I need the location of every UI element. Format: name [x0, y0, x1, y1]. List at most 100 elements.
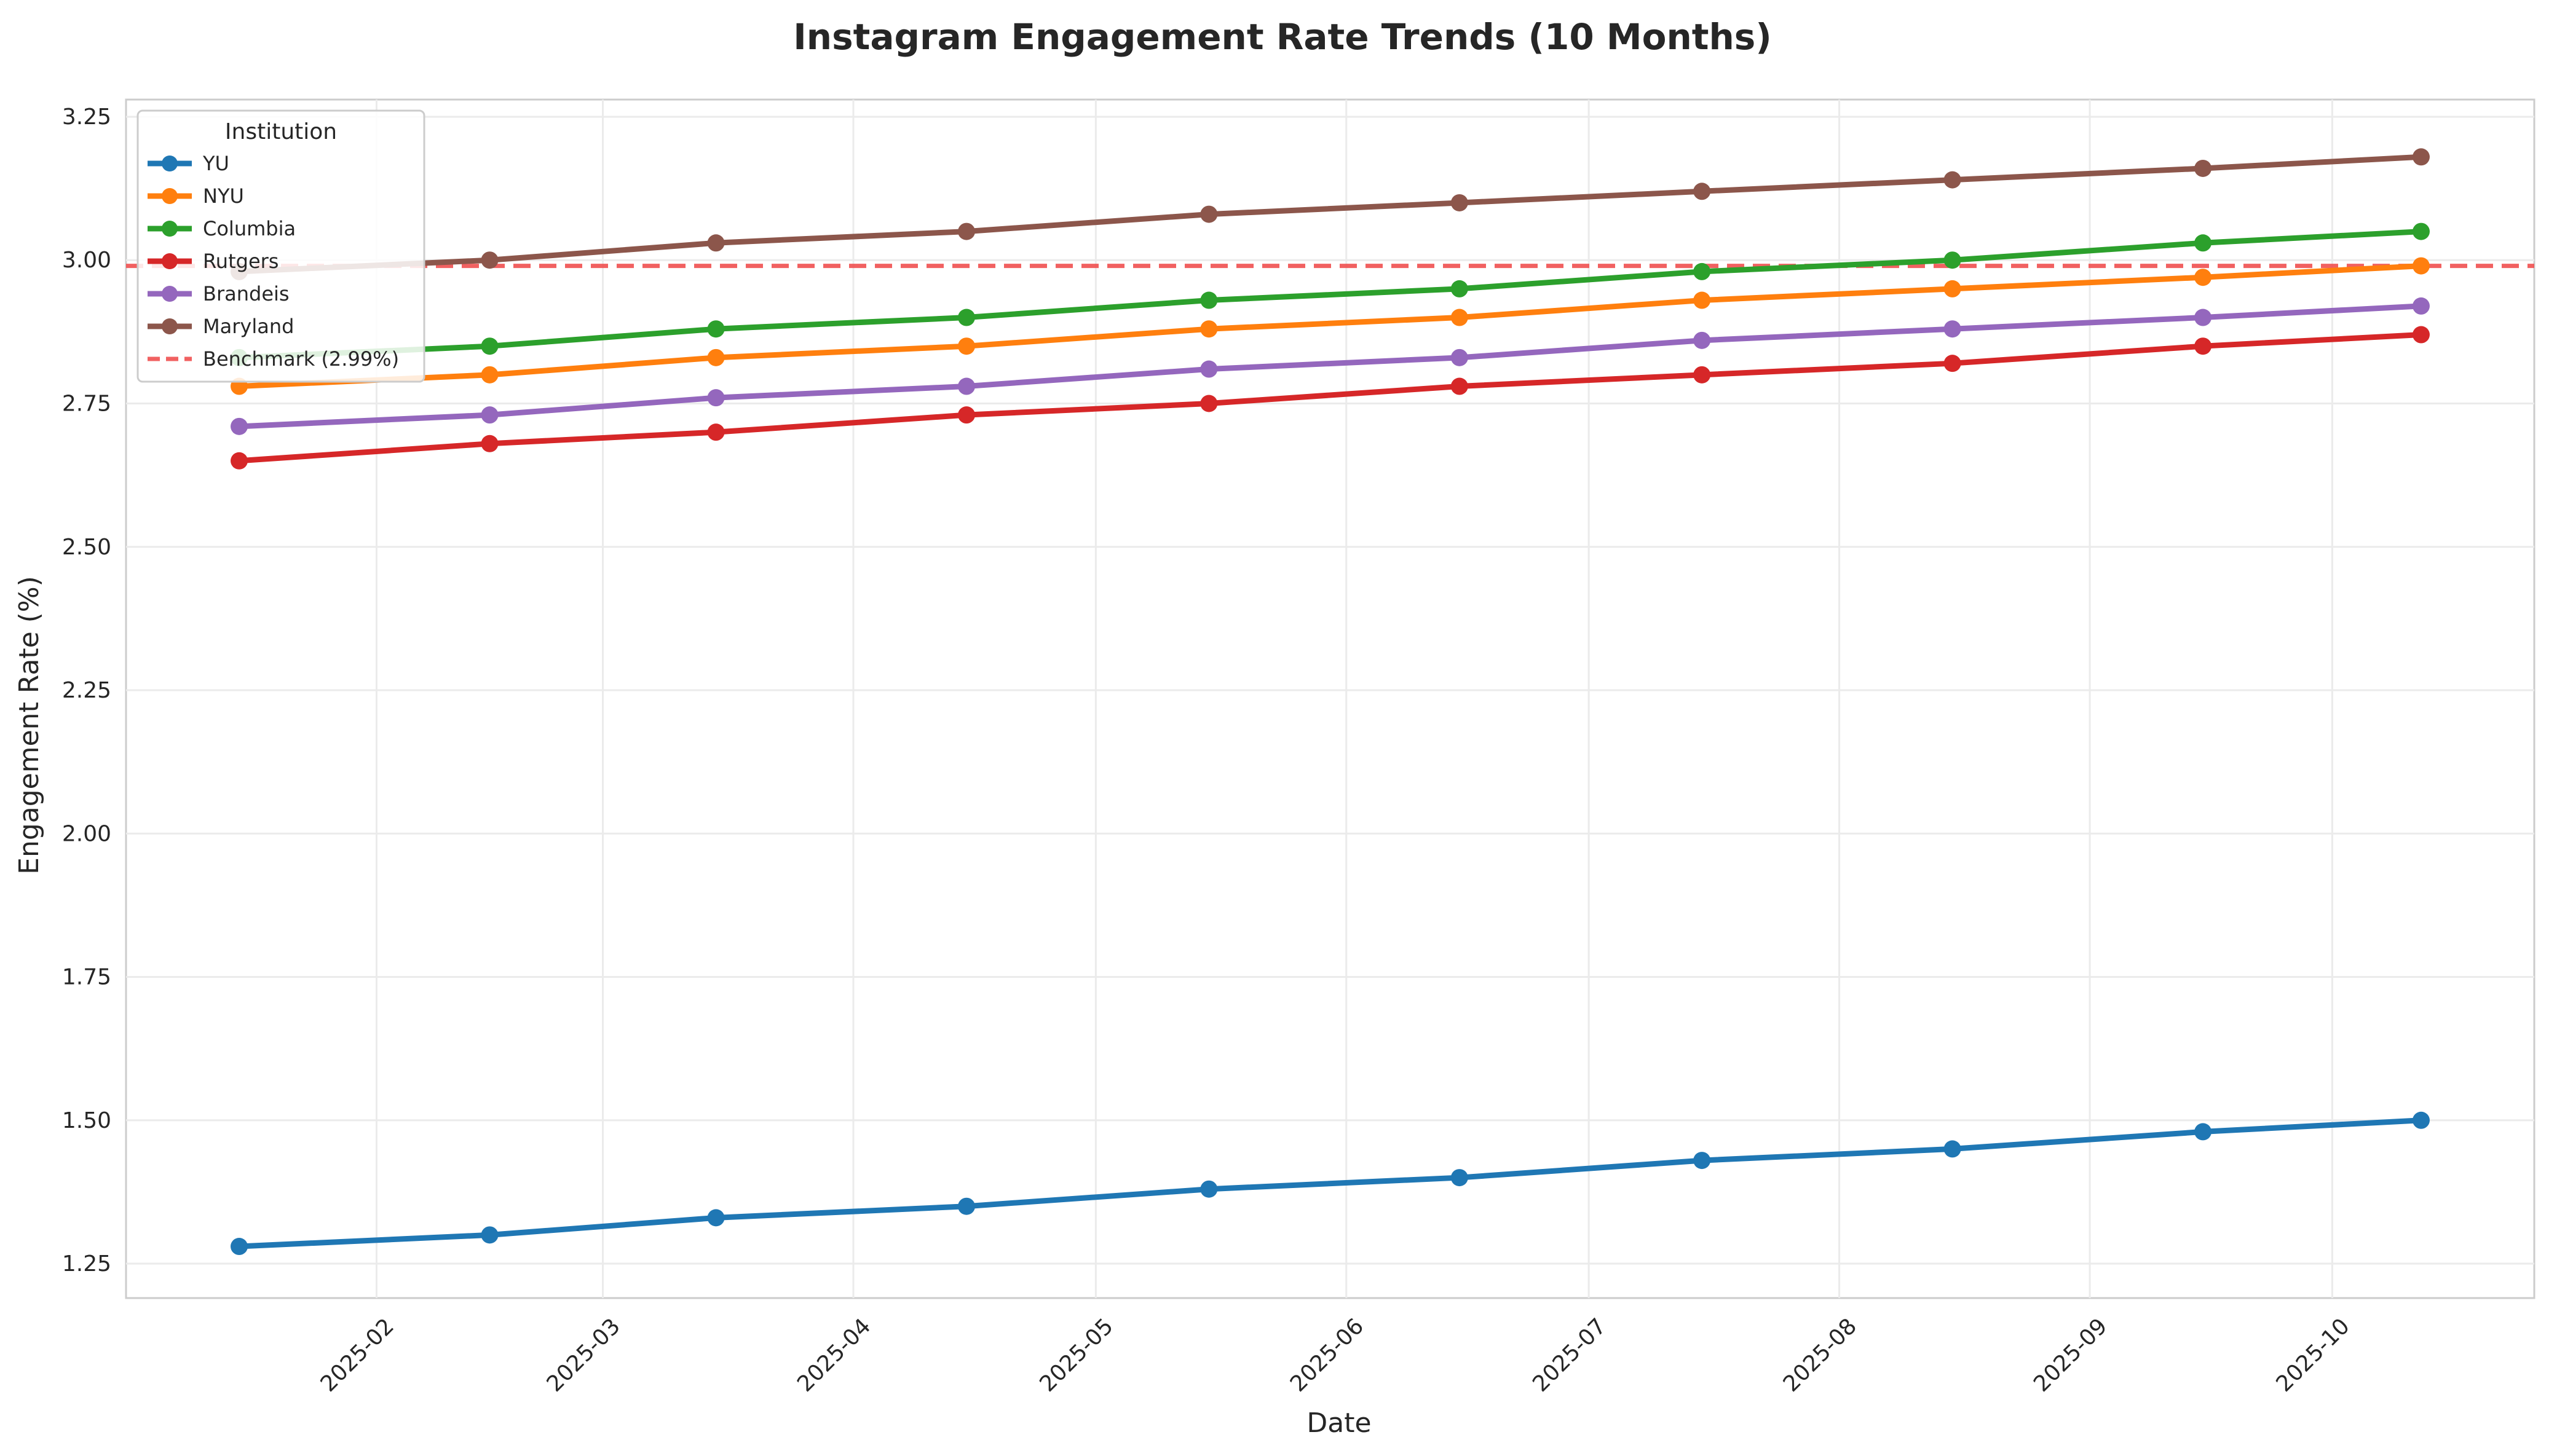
- y-tick-labels: 1.25 1.50 1.75 2.00 2.25 2.50 2.75 3.00 3.25: [62, 104, 111, 1277]
- data-point: [1943, 1140, 1961, 1158]
- data-point: [958, 377, 976, 395]
- x-tick-label: 2025-09: [2029, 1313, 2112, 1396]
- series-yu: [231, 1111, 2430, 1256]
- data-point: [2194, 1123, 2212, 1141]
- x-tick-label: 2025-08: [1779, 1313, 1862, 1396]
- legend-marker-swatch: [162, 286, 178, 302]
- series-maryland: [231, 148, 2430, 280]
- series-layer: [231, 148, 2430, 1256]
- data-point: [1450, 1169, 1468, 1187]
- legend-title: Institution: [225, 119, 337, 144]
- x-tick-label: 2025-10: [2271, 1313, 2354, 1396]
- data-point: [707, 320, 725, 338]
- series-line: [236, 1117, 2424, 1249]
- data-point: [2194, 159, 2212, 177]
- y-tick-label: 2.25: [62, 678, 111, 703]
- plot-area: [125, 98, 2535, 1299]
- data-point: [958, 406, 976, 424]
- y-tick-label: 2.75: [62, 391, 111, 416]
- x-tick-label: 2025-04: [792, 1313, 875, 1396]
- data-point: [481, 366, 499, 384]
- data-point: [958, 1197, 976, 1215]
- legend-marker-swatch: [162, 221, 178, 237]
- data-point: [1693, 331, 1711, 349]
- x-axis-label: Date: [1306, 1407, 1371, 1439]
- data-point: [1200, 291, 1218, 309]
- data-point: [958, 337, 976, 355]
- data-point: [231, 1238, 248, 1256]
- series-nyu: [231, 257, 2430, 395]
- data-point: [1200, 395, 1218, 412]
- legend-item: YU: [148, 152, 229, 175]
- data-point: [481, 337, 499, 355]
- data-point: [1943, 171, 1961, 189]
- y-tick-label: 1.50: [62, 1108, 111, 1133]
- data-point: [707, 423, 725, 441]
- data-point: [2412, 326, 2430, 344]
- legend-label: NYU: [203, 184, 244, 208]
- legend-item: Brandeis: [148, 282, 290, 305]
- legend-marker-swatch: [162, 318, 178, 334]
- y-tick-label: 3.25: [62, 104, 111, 130]
- legend-label: Benchmark (2.99%): [203, 347, 399, 371]
- series-rutgers: [231, 326, 2430, 470]
- x-tick-label: 2025-07: [1528, 1313, 1611, 1396]
- legend-label: Columbia: [203, 217, 296, 240]
- series-brandeis: [231, 297, 2430, 435]
- series-line: [236, 303, 2424, 430]
- y-tick-label: 3.00: [62, 248, 111, 273]
- data-point: [707, 1209, 725, 1227]
- data-point: [1450, 348, 1468, 366]
- data-point: [1693, 366, 1711, 384]
- data-point: [2194, 269, 2212, 286]
- data-point: [1943, 320, 1961, 338]
- series-line: [236, 154, 2424, 275]
- data-point: [1693, 1152, 1711, 1170]
- data-point: [707, 389, 725, 407]
- data-point: [1943, 251, 1961, 269]
- data-point: [1200, 205, 1218, 223]
- legend-item: Columbia: [148, 217, 296, 240]
- data-point: [958, 309, 976, 326]
- data-point: [2412, 222, 2430, 240]
- y-tick-label: 2.00: [62, 821, 111, 846]
- data-point: [1693, 183, 1711, 200]
- y-axis-label: Engagement Rate (%): [14, 576, 45, 875]
- data-point: [481, 1226, 499, 1244]
- legend-label: Brandeis: [203, 282, 290, 305]
- data-point: [1450, 309, 1468, 326]
- data-point: [2412, 1111, 2430, 1129]
- data-point: [707, 348, 725, 366]
- data-point: [1943, 280, 1961, 297]
- data-point: [2194, 234, 2212, 252]
- chart-title: Instagram Engagement Rate Trends (10 Mon…: [793, 16, 1772, 58]
- x-tick-labels: 2025-02 2025-03 2025-04 2025-05 2025-06 2025-…: [316, 1313, 2355, 1396]
- data-point: [1200, 1180, 1218, 1198]
- legend-marker-swatch: [162, 253, 178, 269]
- legend-items: YU NYU Columbia Rutgers Brandeis Maryland Benc…: [148, 152, 399, 371]
- y-tick-label: 1.75: [62, 965, 111, 990]
- data-point: [231, 452, 248, 470]
- legend-label: Maryland: [203, 315, 294, 338]
- legend-item: Benchmark (2.99%): [148, 347, 399, 371]
- x-tick-label: 2025-06: [1286, 1313, 1369, 1396]
- data-point: [2194, 309, 2212, 326]
- legend-label: Rutgers: [203, 250, 279, 273]
- data-point: [481, 406, 499, 424]
- series-line: [236, 229, 2424, 361]
- data-point: [231, 417, 248, 435]
- data-point: [1693, 291, 1711, 309]
- data-point: [958, 222, 976, 240]
- legend-label: YU: [202, 152, 229, 175]
- x-tick-label: 2025-03: [542, 1313, 625, 1396]
- x-tick-label: 2025-02: [316, 1313, 399, 1396]
- data-point: [1450, 280, 1468, 297]
- y-tick-label: 2.50: [62, 535, 111, 560]
- data-point: [707, 234, 725, 252]
- series-line: [236, 263, 2424, 390]
- data-point: [1200, 320, 1218, 338]
- legend-marker-swatch: [162, 188, 178, 204]
- legend-item: Maryland: [148, 315, 294, 338]
- data-point: [1693, 262, 1711, 280]
